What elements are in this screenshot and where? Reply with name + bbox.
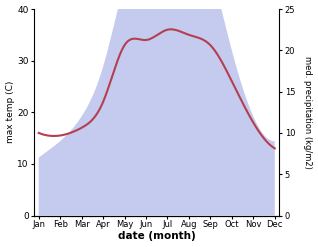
X-axis label: date (month): date (month) — [118, 231, 196, 242]
Y-axis label: max temp (C): max temp (C) — [5, 81, 15, 144]
Y-axis label: med. precipitation (kg/m2): med. precipitation (kg/m2) — [303, 56, 313, 169]
